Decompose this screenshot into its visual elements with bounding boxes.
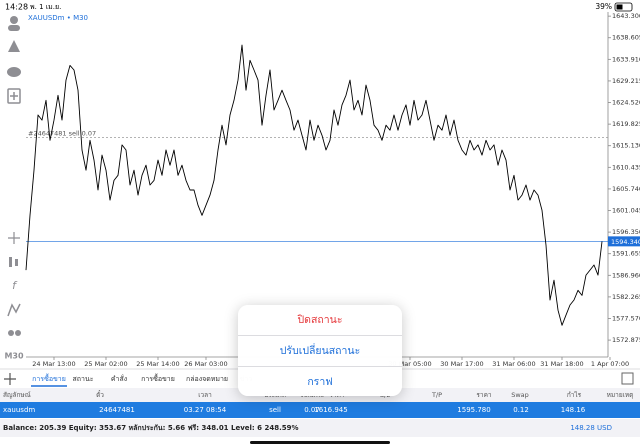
status-date: พ. 1 เม.ย. xyxy=(30,3,61,11)
popup-action[interactable]: ปรับเปลี่ยนสถานะ xyxy=(238,336,402,367)
x-tick-label: 31 Mar 06:00 xyxy=(492,360,535,368)
candle-icon-2 xyxy=(15,259,18,266)
y-tick-label: 1586.960 xyxy=(612,271,640,279)
footer-bg xyxy=(0,419,640,437)
table-cell: sell xyxy=(269,406,281,414)
battery-icon xyxy=(614,2,633,12)
x-tick-label: 30 Mar 17:00 xyxy=(440,360,483,368)
tab[interactable]: กล่องจดหมาย xyxy=(186,375,228,383)
column-header: หมายเหตุ xyxy=(607,391,634,399)
column-header: สัญลักษณ์ xyxy=(3,391,31,399)
account-icon xyxy=(10,16,18,24)
chart-title: XAUUSDm • M30 xyxy=(28,14,88,22)
y-tick-label: 1605.740 xyxy=(612,185,640,193)
x-tick-label: 26 Mar 03:00 xyxy=(184,360,227,368)
y-tick-label: 1601.045 xyxy=(612,207,640,215)
chat-icon xyxy=(7,67,21,77)
price-label-bg xyxy=(608,236,640,247)
new-order-icon xyxy=(7,88,21,104)
tab[interactable]: การซื้อขาย xyxy=(141,372,175,383)
indicator-icon: f xyxy=(12,279,18,292)
popup-action[interactable]: ปิดสถานะ xyxy=(238,305,402,336)
y-tick-label: 1591.655 xyxy=(612,250,640,258)
column-header: เวลา xyxy=(198,391,212,399)
trade-icon xyxy=(8,40,20,52)
layout-icon xyxy=(621,372,634,385)
add-tab-icon xyxy=(4,373,16,385)
tab[interactable]: การซื้อขาย xyxy=(32,372,66,383)
toolbar-icons: f xyxy=(7,16,21,336)
y-tick-label: 1629.215 xyxy=(612,77,640,85)
table-cell: 24647481 xyxy=(99,406,135,414)
tab[interactable]: คำสั่ง xyxy=(111,374,127,383)
battery-level xyxy=(616,4,623,10)
crosshair-icon xyxy=(8,232,20,244)
y-tick-label: 1624.520 xyxy=(612,99,640,107)
action-popup: ปิดสถานะ ปรับเปลี่ยนสถานะกราฟ xyxy=(238,305,402,396)
timeframe-button[interactable]: M30 xyxy=(4,352,24,361)
table-cell: xauusdm xyxy=(3,406,35,414)
column-header: ราคา xyxy=(476,391,491,399)
x-tick-label: 25 Mar 14:00 xyxy=(136,360,179,368)
y-tick-label: 1633.910 xyxy=(612,55,640,63)
tab[interactable]: สถานะ xyxy=(73,375,94,383)
table-cell: 0.07 xyxy=(304,406,320,414)
y-tick-label: 1619.825 xyxy=(612,120,640,128)
x-tick-label: 1 Apr 07:00 xyxy=(591,360,629,368)
price-line-series xyxy=(25,44,603,326)
account-icon-body xyxy=(8,25,20,31)
new-order-plus xyxy=(10,92,18,100)
objects-icon xyxy=(7,303,21,317)
people-icon xyxy=(8,330,14,336)
popup-action[interactable]: กราฟ xyxy=(307,376,333,388)
status-time: 14:28 xyxy=(5,3,28,12)
y-tick-label: 1596.350 xyxy=(612,228,640,236)
y-tick-label: 1638.605 xyxy=(612,34,640,42)
x-tick-label: 30 Mar 05:00 xyxy=(388,360,431,368)
y-tick-label: 1643.300 xyxy=(612,12,640,20)
x-tick-label: 24 Mar 13:00 xyxy=(32,360,75,368)
column-header: กำไร xyxy=(567,391,582,399)
x-tick-label: 25 Mar 02:00 xyxy=(84,360,127,368)
x-tick-label: 31 Mar 18:00 xyxy=(540,360,583,368)
table-cell: 0.12 xyxy=(513,406,529,414)
column-header: T/P xyxy=(431,391,442,399)
column-header: ตั๋ว xyxy=(96,390,104,399)
table-row[interactable] xyxy=(0,402,640,418)
y-tick-label: 1582.265 xyxy=(612,293,640,301)
home-indicator xyxy=(250,441,390,444)
account-summary: Balance: 205.39 Equity: 353.67 หลักประกั… xyxy=(3,424,298,432)
table-cell: 148.16 xyxy=(561,406,586,414)
y-tick-label: 1610.435 xyxy=(612,163,640,171)
table-cell: 1595.780 xyxy=(457,406,490,414)
total-profit: 148.28 USD xyxy=(570,424,612,432)
candle-icon xyxy=(9,257,12,267)
y-tick-label: 1615.130 xyxy=(612,142,640,150)
table-cell: 1616.945 xyxy=(314,406,347,414)
column-header: Swap xyxy=(511,391,529,399)
y-tick-label: 1577.570 xyxy=(612,314,640,322)
people-icon-2 xyxy=(15,330,21,336)
y-tick-label: 1572.875 xyxy=(612,336,640,344)
order-line-label: #24647481 sell 0.07 xyxy=(28,129,96,137)
status-battery: 39% xyxy=(595,2,612,11)
price-label: 1594.340 xyxy=(611,238,640,246)
table-cell: 03.27 08:54 xyxy=(184,406,227,414)
